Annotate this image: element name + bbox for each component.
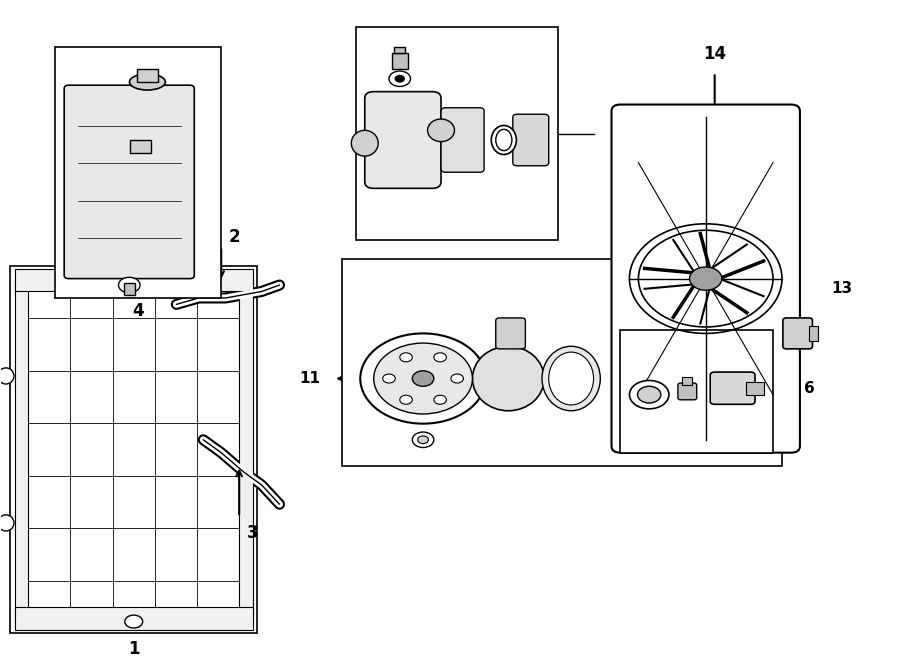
Text: 13: 13 bbox=[832, 281, 852, 296]
Text: 3: 3 bbox=[247, 525, 258, 542]
Bar bbox=[130, 140, 151, 153]
Bar bbox=[356, 27, 558, 240]
Text: 4: 4 bbox=[132, 302, 144, 320]
Text: 5: 5 bbox=[134, 144, 215, 162]
Circle shape bbox=[418, 436, 428, 444]
Circle shape bbox=[451, 374, 464, 383]
FancyBboxPatch shape bbox=[710, 372, 755, 405]
Bar bbox=[137, 69, 158, 82]
Circle shape bbox=[629, 380, 669, 409]
Bar bbox=[809, 326, 818, 341]
Ellipse shape bbox=[491, 125, 517, 154]
Circle shape bbox=[374, 343, 473, 414]
Text: 1: 1 bbox=[128, 641, 140, 658]
Text: 9: 9 bbox=[611, 125, 623, 142]
Bar bbox=[394, 47, 405, 53]
Ellipse shape bbox=[122, 143, 158, 163]
Circle shape bbox=[412, 371, 434, 386]
Circle shape bbox=[434, 395, 446, 404]
Circle shape bbox=[360, 333, 486, 424]
Circle shape bbox=[382, 374, 395, 383]
Bar bbox=[14, 269, 253, 291]
Bar bbox=[392, 53, 408, 69]
Circle shape bbox=[434, 353, 446, 362]
Circle shape bbox=[125, 615, 143, 628]
Ellipse shape bbox=[0, 515, 14, 531]
FancyBboxPatch shape bbox=[496, 318, 526, 349]
FancyBboxPatch shape bbox=[611, 105, 800, 453]
Text: 7: 7 bbox=[691, 331, 702, 346]
Ellipse shape bbox=[549, 352, 594, 405]
Ellipse shape bbox=[428, 119, 454, 142]
Ellipse shape bbox=[130, 74, 166, 90]
Circle shape bbox=[389, 71, 410, 86]
Bar bbox=[682, 377, 692, 385]
Bar bbox=[14, 279, 28, 620]
FancyBboxPatch shape bbox=[513, 114, 549, 166]
Ellipse shape bbox=[542, 346, 600, 411]
Bar bbox=[239, 279, 253, 620]
Bar bbox=[124, 283, 135, 295]
Circle shape bbox=[689, 267, 722, 290]
Text: 6: 6 bbox=[753, 381, 815, 395]
Bar bbox=[14, 608, 253, 630]
Circle shape bbox=[119, 277, 140, 293]
FancyBboxPatch shape bbox=[364, 92, 441, 188]
FancyBboxPatch shape bbox=[783, 318, 813, 349]
Circle shape bbox=[400, 395, 412, 404]
FancyBboxPatch shape bbox=[64, 85, 194, 279]
Circle shape bbox=[395, 76, 404, 82]
Ellipse shape bbox=[351, 130, 378, 156]
Bar bbox=[746, 382, 764, 395]
Circle shape bbox=[412, 432, 434, 447]
Text: 11: 11 bbox=[299, 371, 320, 386]
Circle shape bbox=[637, 386, 661, 403]
Bar bbox=[342, 259, 782, 465]
Bar bbox=[55, 47, 221, 298]
Text: 8: 8 bbox=[634, 328, 645, 343]
FancyBboxPatch shape bbox=[441, 108, 484, 172]
Ellipse shape bbox=[0, 368, 14, 384]
FancyBboxPatch shape bbox=[678, 383, 697, 400]
Text: 2: 2 bbox=[229, 228, 240, 246]
Circle shape bbox=[638, 230, 773, 327]
Bar bbox=[620, 330, 773, 453]
Ellipse shape bbox=[472, 346, 544, 411]
Text: 10: 10 bbox=[359, 65, 380, 80]
Circle shape bbox=[400, 353, 412, 362]
Bar bbox=[11, 266, 257, 633]
Ellipse shape bbox=[496, 129, 512, 151]
Text: 12: 12 bbox=[507, 445, 528, 460]
Text: 14: 14 bbox=[703, 45, 726, 63]
